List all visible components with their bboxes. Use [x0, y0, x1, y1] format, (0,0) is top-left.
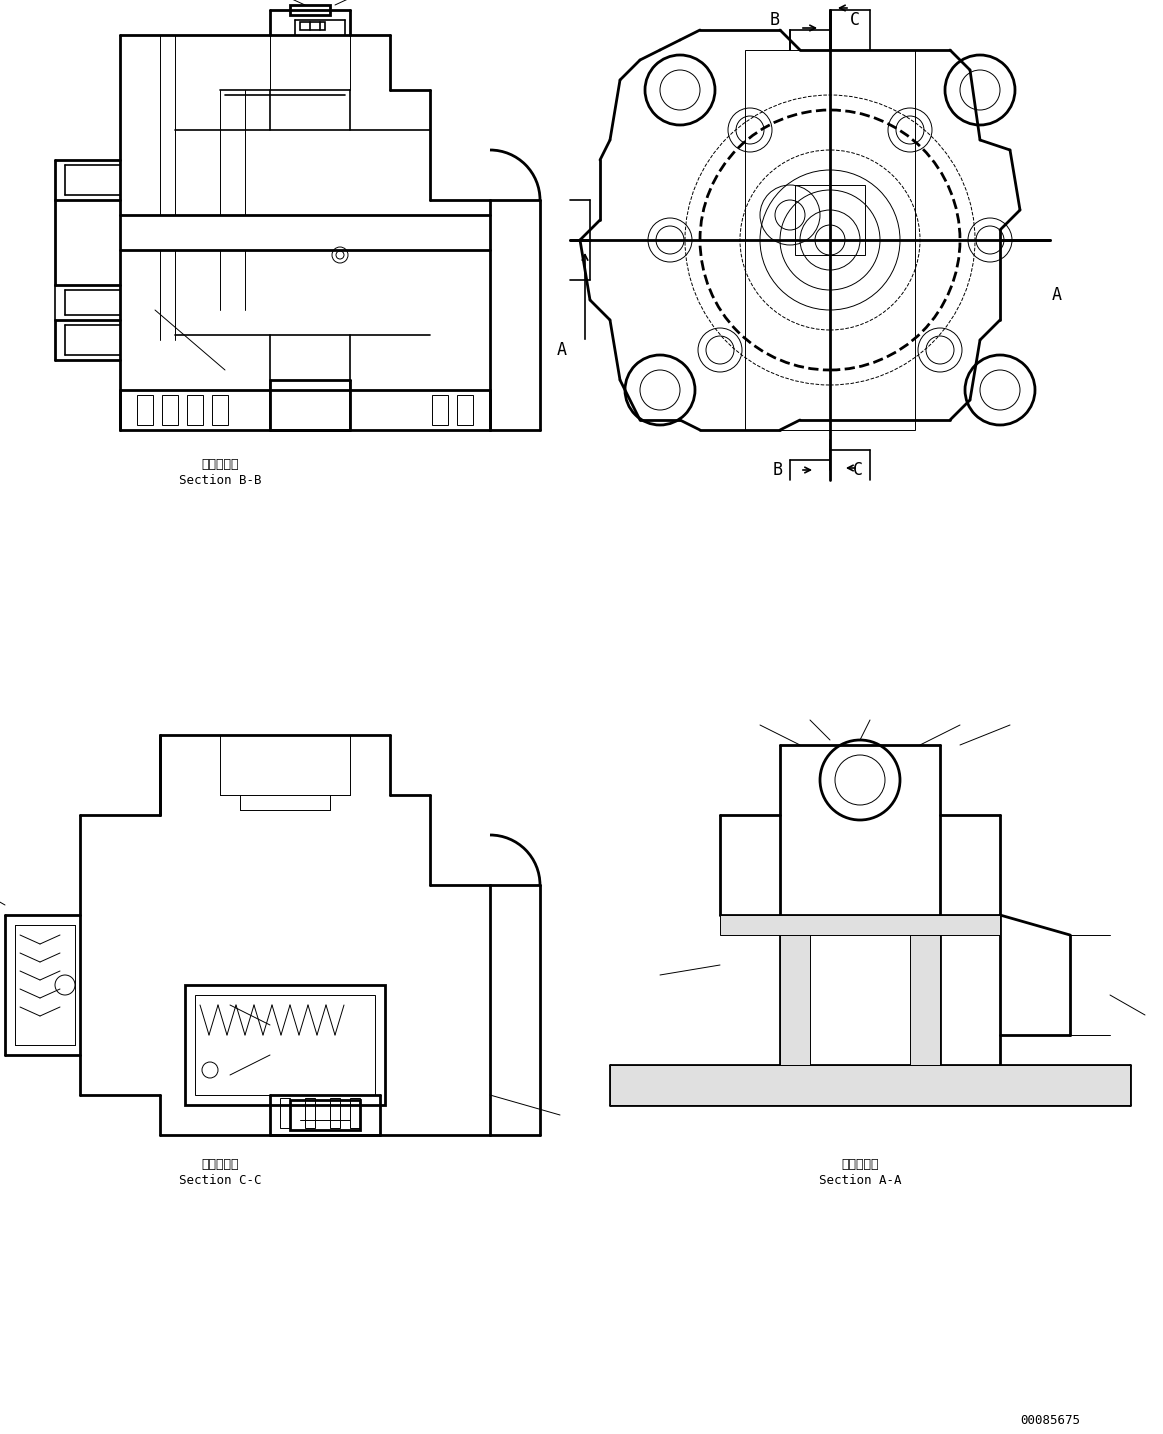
Text: Section C-C: Section C-C: [179, 1173, 262, 1186]
Bar: [185, 985, 385, 1106]
Bar: [350, 1098, 361, 1129]
Bar: [780, 915, 940, 1065]
Text: Section B-B: Section B-B: [179, 473, 262, 486]
Text: B: B: [773, 460, 783, 479]
Bar: [330, 1098, 340, 1129]
Bar: [780, 915, 809, 1065]
Text: Section A-A: Section A-A: [819, 1173, 901, 1186]
Bar: [162, 394, 178, 424]
Bar: [611, 1065, 1130, 1106]
Text: B: B: [770, 11, 780, 29]
Bar: [720, 915, 1000, 935]
Text: A: A: [1053, 285, 1062, 304]
Bar: [137, 394, 154, 424]
Bar: [187, 394, 204, 424]
Bar: [290, 1100, 361, 1130]
Bar: [280, 1098, 290, 1129]
Bar: [300, 22, 324, 30]
Bar: [305, 1098, 315, 1129]
Bar: [457, 394, 473, 424]
Bar: [909, 915, 940, 1065]
Text: C: C: [850, 11, 859, 29]
Bar: [212, 394, 228, 424]
Text: 断面Ｃ－Ｃ: 断面Ｃ－Ｃ: [201, 1159, 238, 1172]
Text: 断面Ｂ－Ｂ: 断面Ｂ－Ｂ: [201, 459, 238, 472]
Bar: [795, 185, 865, 255]
Text: C: C: [852, 460, 863, 479]
Text: 断面Ａ－Ａ: 断面Ａ－Ａ: [841, 1159, 879, 1172]
Text: 00085675: 00085675: [1020, 1414, 1080, 1427]
Bar: [195, 995, 374, 1096]
Bar: [431, 394, 448, 424]
Text: A: A: [557, 341, 568, 358]
Bar: [745, 50, 915, 430]
Bar: [290, 4, 330, 14]
